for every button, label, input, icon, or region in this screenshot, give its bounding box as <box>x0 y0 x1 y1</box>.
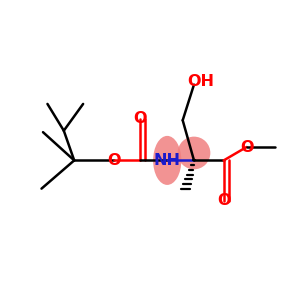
Ellipse shape <box>178 136 210 169</box>
Ellipse shape <box>153 136 182 185</box>
Text: O: O <box>133 111 146 126</box>
Text: O: O <box>240 140 253 154</box>
Text: NH: NH <box>154 153 181 168</box>
Text: OH: OH <box>187 74 214 89</box>
Text: O: O <box>217 193 230 208</box>
Text: O: O <box>108 153 121 168</box>
